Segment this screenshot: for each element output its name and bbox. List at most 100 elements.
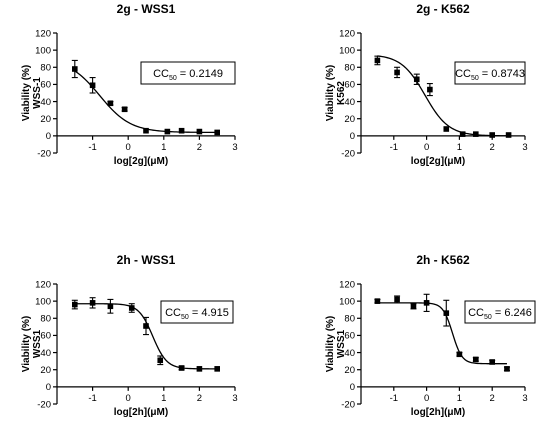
data-marker [489,132,495,138]
x-tick-label: 3 [232,393,237,404]
y-tick-label: 40 [40,348,51,359]
cc50-label: CC50 = 0.8743 [455,68,525,82]
data-point [505,132,512,138]
data-point [128,303,135,313]
x-tick-label: 1 [161,393,166,404]
x-tick-label: -1 [390,142,398,153]
data-marker [164,128,171,135]
x-tick-label: 0 [424,393,429,404]
data-point [143,316,149,336]
data-marker [394,69,400,76]
x-tick-label: 2 [490,393,495,404]
data-marker [121,106,128,113]
data-point [459,131,466,137]
data-point [394,295,401,304]
x-tick-label: 1 [457,142,462,153]
chart-panel: 2h - K562 -20 0 20 40 60 80 100 120 -1 0 1 2 3 log[2h]… [325,253,536,418]
data-marker [196,128,203,135]
data-marker [72,66,78,72]
x-tick-label: -1 [390,393,398,404]
data-point [121,106,128,113]
data-marker [374,298,381,304]
x-axis-label: log[2g](μM) [114,156,168,167]
y-tick-label: 40 [40,97,51,108]
cc50-label: CC50 = 6.246 [468,307,532,321]
y-tick-label: 60 [40,80,51,91]
y-axis-sublabel: WSS1 [32,329,43,358]
data-marker [473,131,479,137]
x-tick-label: 0 [126,393,131,404]
data-marker [143,127,149,134]
data-point [143,127,149,134]
y-tick-label: 80 [40,63,51,74]
chart-title: 2h - WSS1 [117,253,176,267]
data-point [413,73,420,85]
y-tick-label: 60 [344,80,355,91]
x-tick-label: 0 [126,142,131,153]
x-axis-label: log[2h](μM) [114,407,168,418]
y-tick-label: 100 [35,45,51,56]
data-point [426,83,433,97]
cc50-box [464,300,536,324]
x-tick-label: 2 [490,142,495,153]
chart-panel: 2g - WSS1 -20 0 20 40 60 80 100 120 -1 0 1 2 3 log[2g]… [21,2,238,167]
cc50-subscript: 50 [471,75,479,82]
data-point [196,366,203,372]
chart-title: 2g - K562 [416,2,470,16]
y-axis-label: Viability (%) [325,316,336,373]
data-point [89,77,96,94]
y-tick-label: 20 [40,114,51,125]
x-tick-label: 3 [232,142,237,153]
data-marker [107,100,114,107]
data-marker [394,296,400,303]
y-tick-label: 100 [339,296,355,307]
data-point [107,298,114,314]
y-tick-label: -20 [341,148,355,159]
data-marker [505,132,512,138]
y-tick-label: 80 [344,63,355,74]
fit-curve [377,55,509,137]
y-tick-label: 120 [35,28,51,39]
data-marker [196,366,203,372]
cc50-subscript: 50 [181,314,189,321]
cc50-label: CC50 = 0.2149 [153,68,223,82]
chart-panel: 2h - WSS1 -20 0 20 40 60 80 100 120 -1 0 1 2 3 log[2h]… [21,253,238,418]
cc50-subscript: 50 [169,75,177,82]
data-marker [374,57,381,64]
data-point [423,293,430,312]
data-point [503,366,510,372]
cc50-prefix: CC [455,68,471,80]
data-point [489,132,495,138]
cc50-value: = 0.8743 [479,68,525,80]
data-marker [178,127,185,134]
y-tick-label: 100 [35,296,51,307]
cc50-label: CC50 = 4.915 [165,307,229,321]
data-point [196,128,203,135]
cc50-prefix: CC [468,307,484,319]
x-tick-label: 3 [522,393,527,404]
data-point [473,131,479,137]
data-marker [489,359,495,365]
data-marker [128,305,135,311]
y-tick-label: 80 [40,314,51,325]
data-marker [143,323,149,329]
data-point [472,356,479,363]
cc50-box [454,61,526,85]
y-tick-label: 60 [40,331,51,342]
data-marker [423,300,430,306]
data-point [107,100,114,107]
y-axis-label: Viability (%) [21,65,32,122]
x-axis-label: log[2g](μM) [411,156,465,167]
cc50-subscript: 50 [484,314,492,321]
chart-title: 2g - WSS1 [117,2,176,16]
x-tick-label: 3 [522,142,527,153]
data-point [374,298,381,304]
x-axis-label: log[2h](μM) [411,407,465,418]
cc50-prefix: CC [165,307,181,319]
data-marker [410,303,417,310]
data-point [214,129,220,136]
data-marker [413,76,420,83]
data-point [89,297,96,309]
y-tick-label: 20 [344,365,355,376]
